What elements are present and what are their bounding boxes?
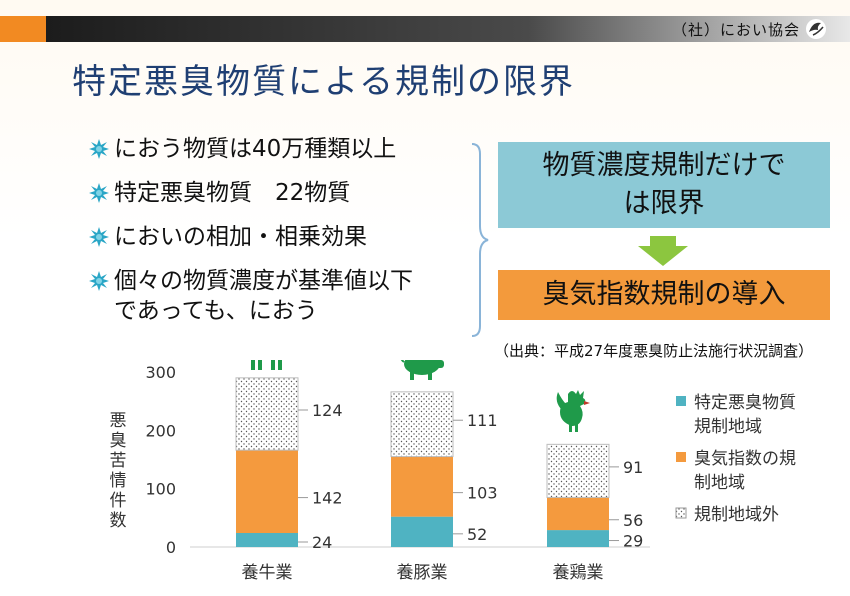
x-category-label: 養豚業: [397, 563, 448, 583]
bullet-item: 特定悪臭物質 22物質: [88, 178, 413, 208]
bullet-list: におう物質は40万種類以上 特定悪臭物質 22物質 においの相加・相乗効果 個々…: [88, 134, 413, 340]
bullet-text: においの相加・相乗効果: [114, 224, 367, 250]
bullet-item: においの相加・相乗効果: [88, 222, 413, 252]
legend-label: 制地域: [694, 473, 745, 493]
data-label: 56: [623, 511, 643, 530]
data-label: 124: [312, 401, 343, 420]
y-axis-title-char: 苦: [110, 451, 127, 471]
limit-callout: 物質濃度規制だけで は限界: [498, 142, 830, 228]
y-tick-label: 300: [145, 363, 176, 382]
page-title: 特定悪臭物質による規制の限界: [72, 62, 575, 102]
legend-swatch: [675, 507, 687, 519]
bar-segment: [546, 443, 610, 498]
data-label: 103: [467, 484, 498, 503]
x-axis-categories: 養牛業 養豚業 養鶏業: [242, 563, 604, 583]
legend-swatch: [676, 396, 686, 406]
bar-segment: [236, 533, 298, 547]
limit-callout-line: は限界: [623, 188, 705, 219]
grouping-brace: [471, 143, 489, 337]
data-label: 29: [623, 532, 643, 551]
bullet-star-icon: [89, 183, 109, 203]
y-tick-label: 0: [166, 538, 176, 557]
bar-segment: [235, 377, 299, 451]
bullet-star-icon: [89, 271, 109, 291]
bar-segment: [391, 456, 453, 517]
bullet-text: 個々の物質濃度が基準値以下 であっても、におう: [114, 268, 413, 324]
x-category-label: 養牛業: [242, 563, 293, 583]
pig-icon: [400, 360, 444, 380]
data-label: 24: [312, 533, 332, 552]
legend-swatch: [676, 452, 686, 462]
bar-segment: [390, 391, 454, 458]
bullet-item: 個々の物質濃度が基準値以下 であっても、におう: [88, 266, 413, 326]
data-label: 52: [467, 525, 487, 544]
bullet-star-icon: [89, 227, 109, 247]
legend-label: 臭気指数の規: [694, 449, 796, 469]
introduction-callout: 臭気指数規制の導入: [498, 270, 830, 320]
bullet-text: 特定悪臭物質 22物質: [114, 180, 351, 206]
y-tick-label: 100: [145, 480, 176, 499]
x-category-label: 養鶏業: [553, 563, 604, 583]
limit-callout-line: 物質濃度規制だけで: [542, 150, 786, 181]
y-axis-title-char: 件: [110, 491, 127, 511]
down-arrow-icon: [638, 236, 688, 266]
bar-segment: [547, 530, 609, 547]
bar-segment: [391, 516, 453, 547]
y-axis-title-char: 情: [110, 471, 127, 491]
y-tick-label: 200: [145, 421, 176, 440]
y-axis-title-char: 悪: [110, 411, 127, 431]
legend-label: 特定悪臭物質: [694, 393, 796, 413]
organization-name: （社）におい協会: [671, 21, 800, 39]
y-axis-title-char: 数: [110, 511, 127, 531]
header-bar: [46, 16, 850, 42]
bullet-star-icon: [89, 139, 109, 159]
bars-layer: 24 142 124 52 103 111 29 56 91: [235, 377, 643, 552]
y-axis-title-char: 臭: [110, 431, 127, 451]
rooster-icon: [556, 390, 590, 432]
bar-segment: [547, 497, 609, 531]
bullet-text: におう物質は40万種類以上: [114, 136, 397, 162]
chart-panel: 悪臭苦情件数 0 100 200 300 24 142 124 52 103 111 29 56 91…: [80, 360, 830, 596]
cow-icon: [251, 360, 282, 370]
organization-logo-icon: [806, 19, 826, 39]
data-label: 142: [312, 489, 343, 508]
bar-segment: [236, 450, 298, 533]
source-note: （出典：平成27年度悪臭防止法施行状況調査）: [494, 342, 814, 360]
data-label: 111: [467, 411, 498, 430]
y-axis-ticks: 0 100 200 300: [145, 363, 176, 557]
bullet-item: におう物質は40万種類以上: [88, 134, 413, 164]
legend-label: 規制地域: [694, 417, 762, 437]
legend-label: 規制地域外: [694, 505, 779, 525]
header-accent-bar: [0, 16, 46, 42]
data-label: 91: [623, 458, 643, 477]
